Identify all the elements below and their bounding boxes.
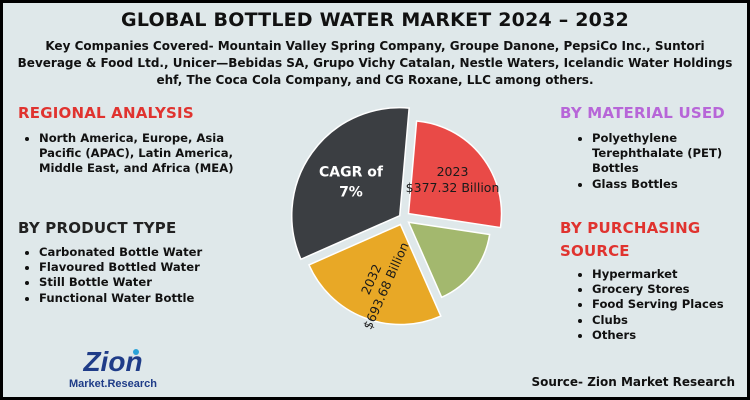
regional-analysis-heading: REGIONAL ANALYSIS	[18, 104, 194, 122]
list-item: Polyethylene Terephthalate (PET) Bottles	[592, 131, 732, 177]
pie-slice-segment	[407, 221, 491, 299]
list-item: Grocery Stores	[592, 282, 732, 297]
list-item: Hypermarket	[592, 267, 732, 282]
list-item: Carbonated Bottle Water	[39, 245, 269, 260]
list-item: Food Serving Places	[592, 297, 732, 312]
pie-slice-2032	[307, 223, 442, 326]
pie-label-line2: $377.32 Billion	[406, 180, 500, 195]
list-item: Functional Water Bottle	[39, 291, 269, 306]
list-item: Others	[592, 328, 732, 343]
purchasing-source-heading: BY PURCHASING SOURCE	[560, 217, 700, 263]
purchasing-heading-line2: SOURCE	[560, 242, 630, 260]
logo-word-market-research: Market.Research	[69, 378, 157, 390]
logo-word-zion: Zion	[82, 346, 142, 377]
material-used-heading: BY MATERIAL USED	[560, 104, 725, 122]
list-item: Still Bottle Water	[39, 275, 269, 290]
purchasing-heading-line1: BY PURCHASING	[560, 219, 701, 237]
material-list: Polyethylene Terephthalate (PET) Bottles…	[576, 131, 732, 192]
product-type-list: Carbonated Bottle Water Flavoured Bottle…	[23, 245, 269, 306]
zion-market-research-logo: Zion Market.Research	[69, 346, 157, 390]
logo-dot	[133, 349, 139, 355]
pie-slice-cagr	[291, 106, 410, 261]
pie-label-line1: 2023	[437, 164, 469, 179]
regional-list: North America, Europe, Asia Pacific (APA…	[23, 131, 261, 177]
pie-slice-2023	[407, 120, 503, 229]
product-type-heading: BY PRODUCT TYPE	[18, 219, 177, 237]
key-companies-text: Key Companies Covered- Mountain Valley S…	[17, 39, 733, 87]
source-credit: Source- Zion Market Research	[531, 375, 735, 389]
pie-label-line1: CAGR of	[319, 165, 384, 181]
list-item: Clubs	[592, 313, 732, 328]
pie-label-2023: 2023$377.32 Billion	[406, 164, 500, 195]
page-title: GLOBAL BOTTLED WATER MARKET 2024 – 2032	[121, 9, 629, 31]
list-item: North America, Europe, Asia Pacific (APA…	[39, 131, 261, 177]
pie-label-line2: 7%	[339, 185, 363, 201]
list-item: Glass Bottles	[592, 177, 732, 192]
pie-label-cagr: CAGR of 7%	[319, 165, 384, 201]
purchasing-list: Hypermarket Grocery Stores Food Serving …	[576, 267, 732, 343]
list-item: Flavoured Bottled Water	[39, 260, 269, 275]
